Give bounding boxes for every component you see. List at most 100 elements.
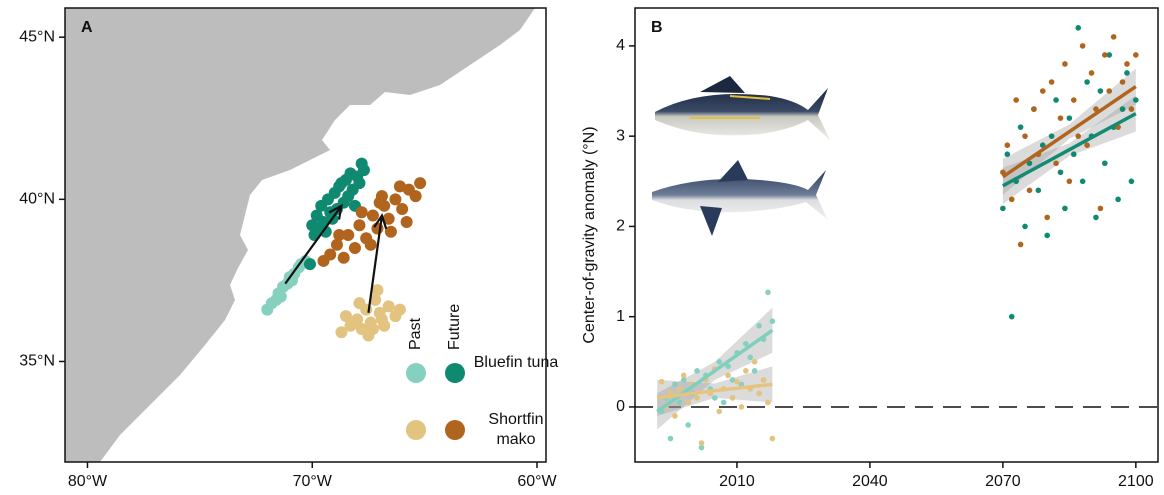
y-tick-label: 0 [616, 398, 625, 415]
data-point [335, 326, 348, 339]
data-point [1000, 205, 1006, 212]
shift-arrow [367, 213, 388, 313]
legend-swatch [445, 363, 465, 383]
data-point [1128, 106, 1135, 112]
data-point [1079, 178, 1086, 185]
data-point [1044, 214, 1050, 221]
land [65, 8, 535, 462]
data-point [1053, 97, 1059, 103]
data-point [769, 435, 776, 442]
data-point [393, 303, 406, 316]
y-tick-label: 1 [616, 308, 625, 325]
data-point [1133, 97, 1139, 103]
data-point [274, 290, 287, 303]
data-point [342, 229, 355, 241]
data-point [1008, 313, 1015, 320]
x-tick-label: 60°W [517, 473, 557, 490]
data-point [720, 399, 727, 406]
data-point [676, 386, 683, 392]
data-point [765, 399, 771, 406]
data-point [672, 413, 678, 419]
data-point [756, 322, 762, 329]
data-point [364, 238, 377, 251]
data-point [1075, 133, 1082, 139]
data-point [1088, 70, 1095, 76]
data-point [725, 363, 731, 370]
tuna-illustration [655, 76, 830, 140]
data-point [1008, 196, 1015, 203]
legend-swatch [406, 420, 426, 440]
data-point [1084, 142, 1090, 148]
data-point [1031, 106, 1037, 112]
data-point [1106, 88, 1113, 94]
data-point [765, 289, 771, 296]
data-point [698, 444, 705, 451]
data-point [725, 372, 731, 379]
data-point [1102, 160, 1108, 167]
trend-line [1001, 85, 1137, 179]
data-point [698, 440, 705, 446]
data-point [357, 164, 370, 177]
data-point [335, 177, 348, 190]
data-point [330, 238, 343, 251]
data-point [658, 378, 665, 385]
data-point [333, 229, 346, 241]
data-point [769, 318, 776, 324]
data-point [1124, 61, 1130, 67]
x-tick-label: 80°W [68, 473, 108, 490]
data-point [1053, 160, 1059, 167]
data-point [389, 193, 402, 206]
data-point [1102, 52, 1108, 58]
data-point [738, 381, 745, 388]
data-point [384, 225, 397, 238]
x-tick-label: 2100 [1118, 473, 1154, 490]
legend-column-label: Future [446, 304, 463, 350]
data-point [1066, 178, 1073, 185]
legend-swatch [445, 420, 465, 440]
data-point [400, 216, 413, 229]
data-point [382, 212, 395, 225]
data-point [351, 313, 364, 326]
data-point [1026, 187, 1033, 194]
trend-line [1002, 112, 1137, 188]
data-point [348, 241, 361, 254]
legend-row-label: Bluefin tuna [473, 354, 559, 371]
data-point [1044, 232, 1050, 239]
data-point [1057, 169, 1064, 176]
data-point [393, 180, 406, 193]
shift-arrow [284, 203, 343, 285]
data-point [1128, 178, 1135, 185]
data-point [711, 395, 718, 401]
data-point [1062, 205, 1068, 212]
data-point [303, 258, 316, 271]
data-point [1022, 223, 1028, 230]
data-point [676, 399, 683, 406]
x-tick-label: 70°W [293, 473, 333, 490]
panel-label: B [651, 19, 663, 36]
data-point [716, 408, 723, 415]
data-point [1039, 142, 1046, 148]
data-point [1000, 169, 1006, 176]
data-point [324, 248, 337, 261]
data-point [1057, 115, 1064, 121]
data-point [1075, 25, 1082, 31]
data-point [373, 196, 386, 209]
data-point [1039, 88, 1046, 94]
data-point [743, 340, 749, 347]
data-point [339, 310, 352, 323]
data-point [1035, 187, 1042, 194]
data-point [337, 251, 350, 264]
data-point [734, 378, 740, 385]
data-point [685, 422, 691, 428]
trend-line [656, 328, 774, 413]
panel-a: 80°W 70°W 60°W 35°N 40°N 45°N A Past Future [19, 7, 558, 490]
plot-frame [634, 7, 1159, 463]
data-point [382, 300, 395, 313]
data-point [751, 359, 758, 365]
data-point [1013, 97, 1019, 103]
data-point [1093, 106, 1099, 112]
data-point [355, 206, 368, 219]
data-point [1004, 142, 1011, 148]
